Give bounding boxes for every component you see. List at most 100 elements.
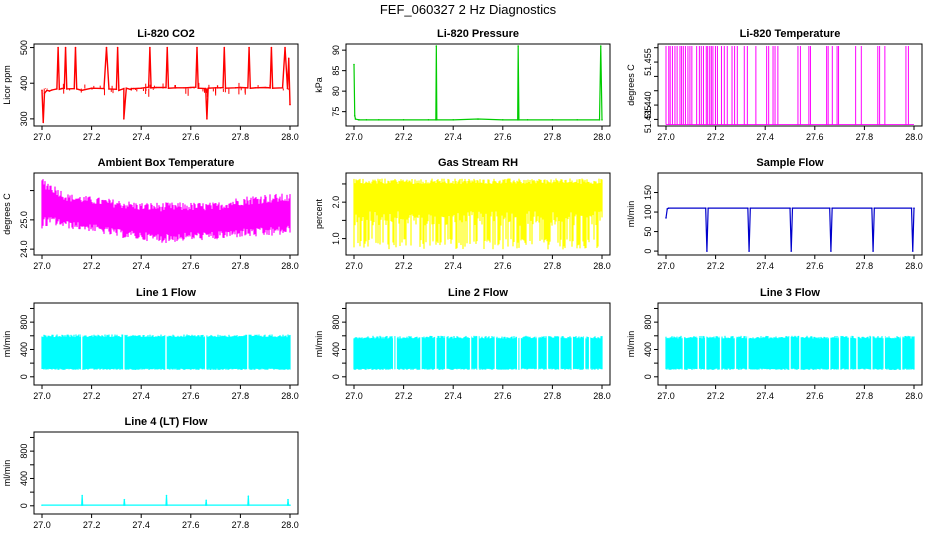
data-point xyxy=(254,87,257,89)
data-point xyxy=(64,46,67,49)
x-tick-label: 27.2 xyxy=(83,261,101,271)
panel-sample-flow: Sample Flow ml/min 27.0 27.2 27.4 27.6 27.8 28.… xyxy=(624,153,936,281)
panel-line1-flow: Line 1 Flow ml/min 27.0 27.2 27.4 27.6 27.8 28.… xyxy=(0,283,312,411)
chart-svg: Line 3 Flow ml/min 27.0 27.2 27.4 27.6 27.8 28.… xyxy=(626,287,923,401)
y-tick-label: 800 xyxy=(331,315,341,330)
x-tick-label: 27.6 xyxy=(182,520,200,530)
data-point xyxy=(436,119,438,121)
data-point xyxy=(452,119,454,121)
y-tick-label: 400 xyxy=(19,76,29,91)
plot-frame xyxy=(33,172,299,256)
data-point xyxy=(402,119,405,121)
x-tick-label: 27.0 xyxy=(345,261,363,271)
data-point xyxy=(234,87,237,89)
data-point xyxy=(289,103,291,106)
x-tick-label: 27.4 xyxy=(132,261,150,271)
x-tick-label: 28.0 xyxy=(905,132,923,142)
y-tick-label: 0 xyxy=(19,374,29,379)
x-tick-label: 27.0 xyxy=(33,261,51,271)
data-point xyxy=(123,498,126,501)
y-tick-label: 100 xyxy=(643,205,653,220)
data-point xyxy=(56,88,58,90)
data-point xyxy=(353,114,356,117)
y-tick-label: 51.455 xyxy=(643,48,653,76)
data-point xyxy=(165,86,167,89)
data-point xyxy=(130,87,133,90)
data-point xyxy=(791,207,794,209)
y-tick-label: 500 xyxy=(19,40,29,55)
data-point xyxy=(666,208,669,210)
y-tick-label: 25.0 xyxy=(19,211,29,229)
data-point xyxy=(249,87,252,90)
data-point xyxy=(140,87,142,90)
x-tick-label: 27.6 xyxy=(494,132,512,142)
data-point xyxy=(41,89,43,92)
y-tick-label: 400 xyxy=(643,342,653,357)
y-tick-label: 400 xyxy=(331,342,341,357)
x-tick-label: 27.8 xyxy=(232,391,250,401)
series-line xyxy=(665,207,915,252)
data-point xyxy=(132,87,135,90)
y-tick-label: 0 xyxy=(19,503,29,508)
data-point xyxy=(75,88,78,90)
data-point xyxy=(125,87,128,90)
data-point xyxy=(147,86,150,88)
panel-temperature: Li-820 Temperature degrees C 27.0 27.2 27.4 2… xyxy=(624,24,936,152)
chart-svg: Gas Stream RH percent 27.0 27.2 27.4 27.6 27.8… xyxy=(314,157,611,271)
x-tick-label: 27.8 xyxy=(856,261,874,271)
plot-area xyxy=(665,46,914,125)
data-point xyxy=(435,45,438,47)
data-point xyxy=(353,63,355,66)
x-tick-label: 27.8 xyxy=(232,520,250,530)
y-tick-label: 50 xyxy=(643,227,653,237)
data-point xyxy=(707,207,709,209)
data-point xyxy=(599,45,602,47)
data-point xyxy=(287,498,289,501)
data-point xyxy=(108,88,110,90)
x-tick-label: 27.8 xyxy=(856,391,874,401)
y-tick-label: 150 xyxy=(643,185,653,200)
x-tick-label: 27.4 xyxy=(132,520,150,530)
data-point xyxy=(427,119,430,121)
data-point xyxy=(206,118,208,120)
data-point xyxy=(46,89,48,92)
data-point xyxy=(149,46,151,49)
data-point xyxy=(365,119,368,121)
chart-title: Ambient Box Temperature xyxy=(98,157,235,169)
x-tick-label: 27.6 xyxy=(182,391,200,401)
data-point xyxy=(167,87,170,90)
x-tick-label: 27.2 xyxy=(395,132,413,142)
data-point xyxy=(223,46,226,49)
chart-title: Sample Flow xyxy=(756,157,824,169)
x-tick-label: 27.0 xyxy=(657,261,675,271)
x-tick-label: 28.0 xyxy=(905,391,923,401)
plot-area xyxy=(353,333,603,372)
chart-title: Li-820 CO2 xyxy=(137,28,194,40)
data-point xyxy=(749,207,752,209)
data-point xyxy=(748,250,750,252)
x-tick-label: 27.2 xyxy=(83,520,101,530)
y-axis-label: Licor ppm xyxy=(2,65,12,105)
data-point xyxy=(665,217,667,219)
data-point xyxy=(502,119,504,121)
data-point xyxy=(222,86,224,89)
data-point xyxy=(116,46,119,49)
data-point xyxy=(214,87,217,89)
data-point xyxy=(516,119,519,121)
data-point xyxy=(576,119,578,121)
data-point xyxy=(913,207,915,209)
y-tick-label: 800 xyxy=(19,444,29,459)
data-point xyxy=(911,250,914,252)
data-point xyxy=(747,207,749,209)
chart-svg: Line 2 Flow ml/min 27.0 27.2 27.4 27.6 27.8 28.… xyxy=(314,287,611,401)
data-point xyxy=(115,88,118,91)
chart-title: Li-820 Temperature xyxy=(740,28,841,40)
chart-title: Line 2 Flow xyxy=(448,287,508,299)
x-tick-label: 27.2 xyxy=(707,391,725,401)
y-tick-label: 300 xyxy=(19,111,29,126)
series-line xyxy=(41,47,291,123)
x-tick-label: 27.0 xyxy=(345,391,363,401)
plot-area xyxy=(353,45,603,121)
chart-svg: Sample Flow ml/min 27.0 27.2 27.4 27.6 27.8 28.… xyxy=(626,157,923,271)
